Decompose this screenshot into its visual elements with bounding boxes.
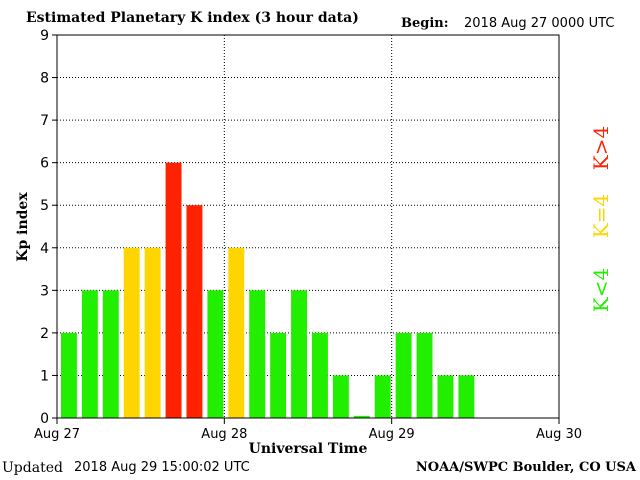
- plot-frame: [56, 34, 560, 419]
- kp-bar: [312, 332, 328, 418]
- y-tick-label: 1: [40, 368, 49, 384]
- kp-bar: [165, 162, 182, 418]
- legend-k-greater-than-4: K>4: [589, 126, 613, 170]
- kp-bar: [332, 375, 349, 418]
- updated-value: 2018 Aug 29 15:00:02 UTC: [74, 460, 250, 475]
- y-tick-label: 2: [40, 326, 49, 342]
- credit-text: NOAA/SWPC Boulder, CO USA: [415, 460, 636, 475]
- begin-label: Begin:: [401, 16, 449, 31]
- x-tick-label: Aug 30: [536, 427, 582, 442]
- kp-bar: [291, 290, 307, 418]
- kp-bar: [228, 247, 245, 418]
- y-tick-label: 9: [40, 28, 49, 44]
- kp-bar: [144, 247, 161, 418]
- kp-bar: [395, 332, 412, 418]
- y-tick-label: 6: [40, 156, 49, 172]
- x-tick-label: Aug 27: [34, 427, 80, 442]
- kp-bar: [270, 332, 287, 418]
- chart-title: Estimated Planetary K index (3 hour data…: [26, 10, 359, 26]
- begin-value: 2018 Aug 27 0000 UTC: [464, 16, 615, 31]
- kp-bar: [102, 290, 119, 418]
- legend-k-less-than-4: K<4: [589, 268, 613, 312]
- kp-bar: [123, 247, 140, 418]
- kp-bar: [458, 375, 475, 418]
- legend-k-equals-4: K=4: [589, 194, 613, 238]
- kp-bar: [186, 205, 203, 418]
- y-tick-label: 4: [40, 241, 49, 257]
- x-axis-title: Universal Time: [249, 441, 368, 457]
- kp-bar: [61, 332, 77, 418]
- y-tick-label: 5: [40, 198, 49, 214]
- y-axis-title: Kp index: [15, 192, 31, 262]
- updated-label: Updated: [2, 460, 63, 476]
- kp-bar: [207, 290, 224, 418]
- y-tick-label: 8: [40, 71, 49, 87]
- kp-bar: [249, 290, 266, 418]
- y-tick-label: 0: [40, 411, 49, 427]
- x-tick-label: Aug 28: [201, 427, 247, 442]
- kp-bar: [353, 415, 370, 418]
- y-tick-label: 3: [40, 283, 49, 299]
- kp-bar: [81, 290, 98, 418]
- kp-bar: [416, 332, 433, 418]
- kp-bar: [437, 375, 454, 418]
- y-tick-label: 7: [40, 113, 49, 129]
- x-tick-label: Aug 29: [369, 427, 415, 442]
- kp-bar: [374, 375, 391, 418]
